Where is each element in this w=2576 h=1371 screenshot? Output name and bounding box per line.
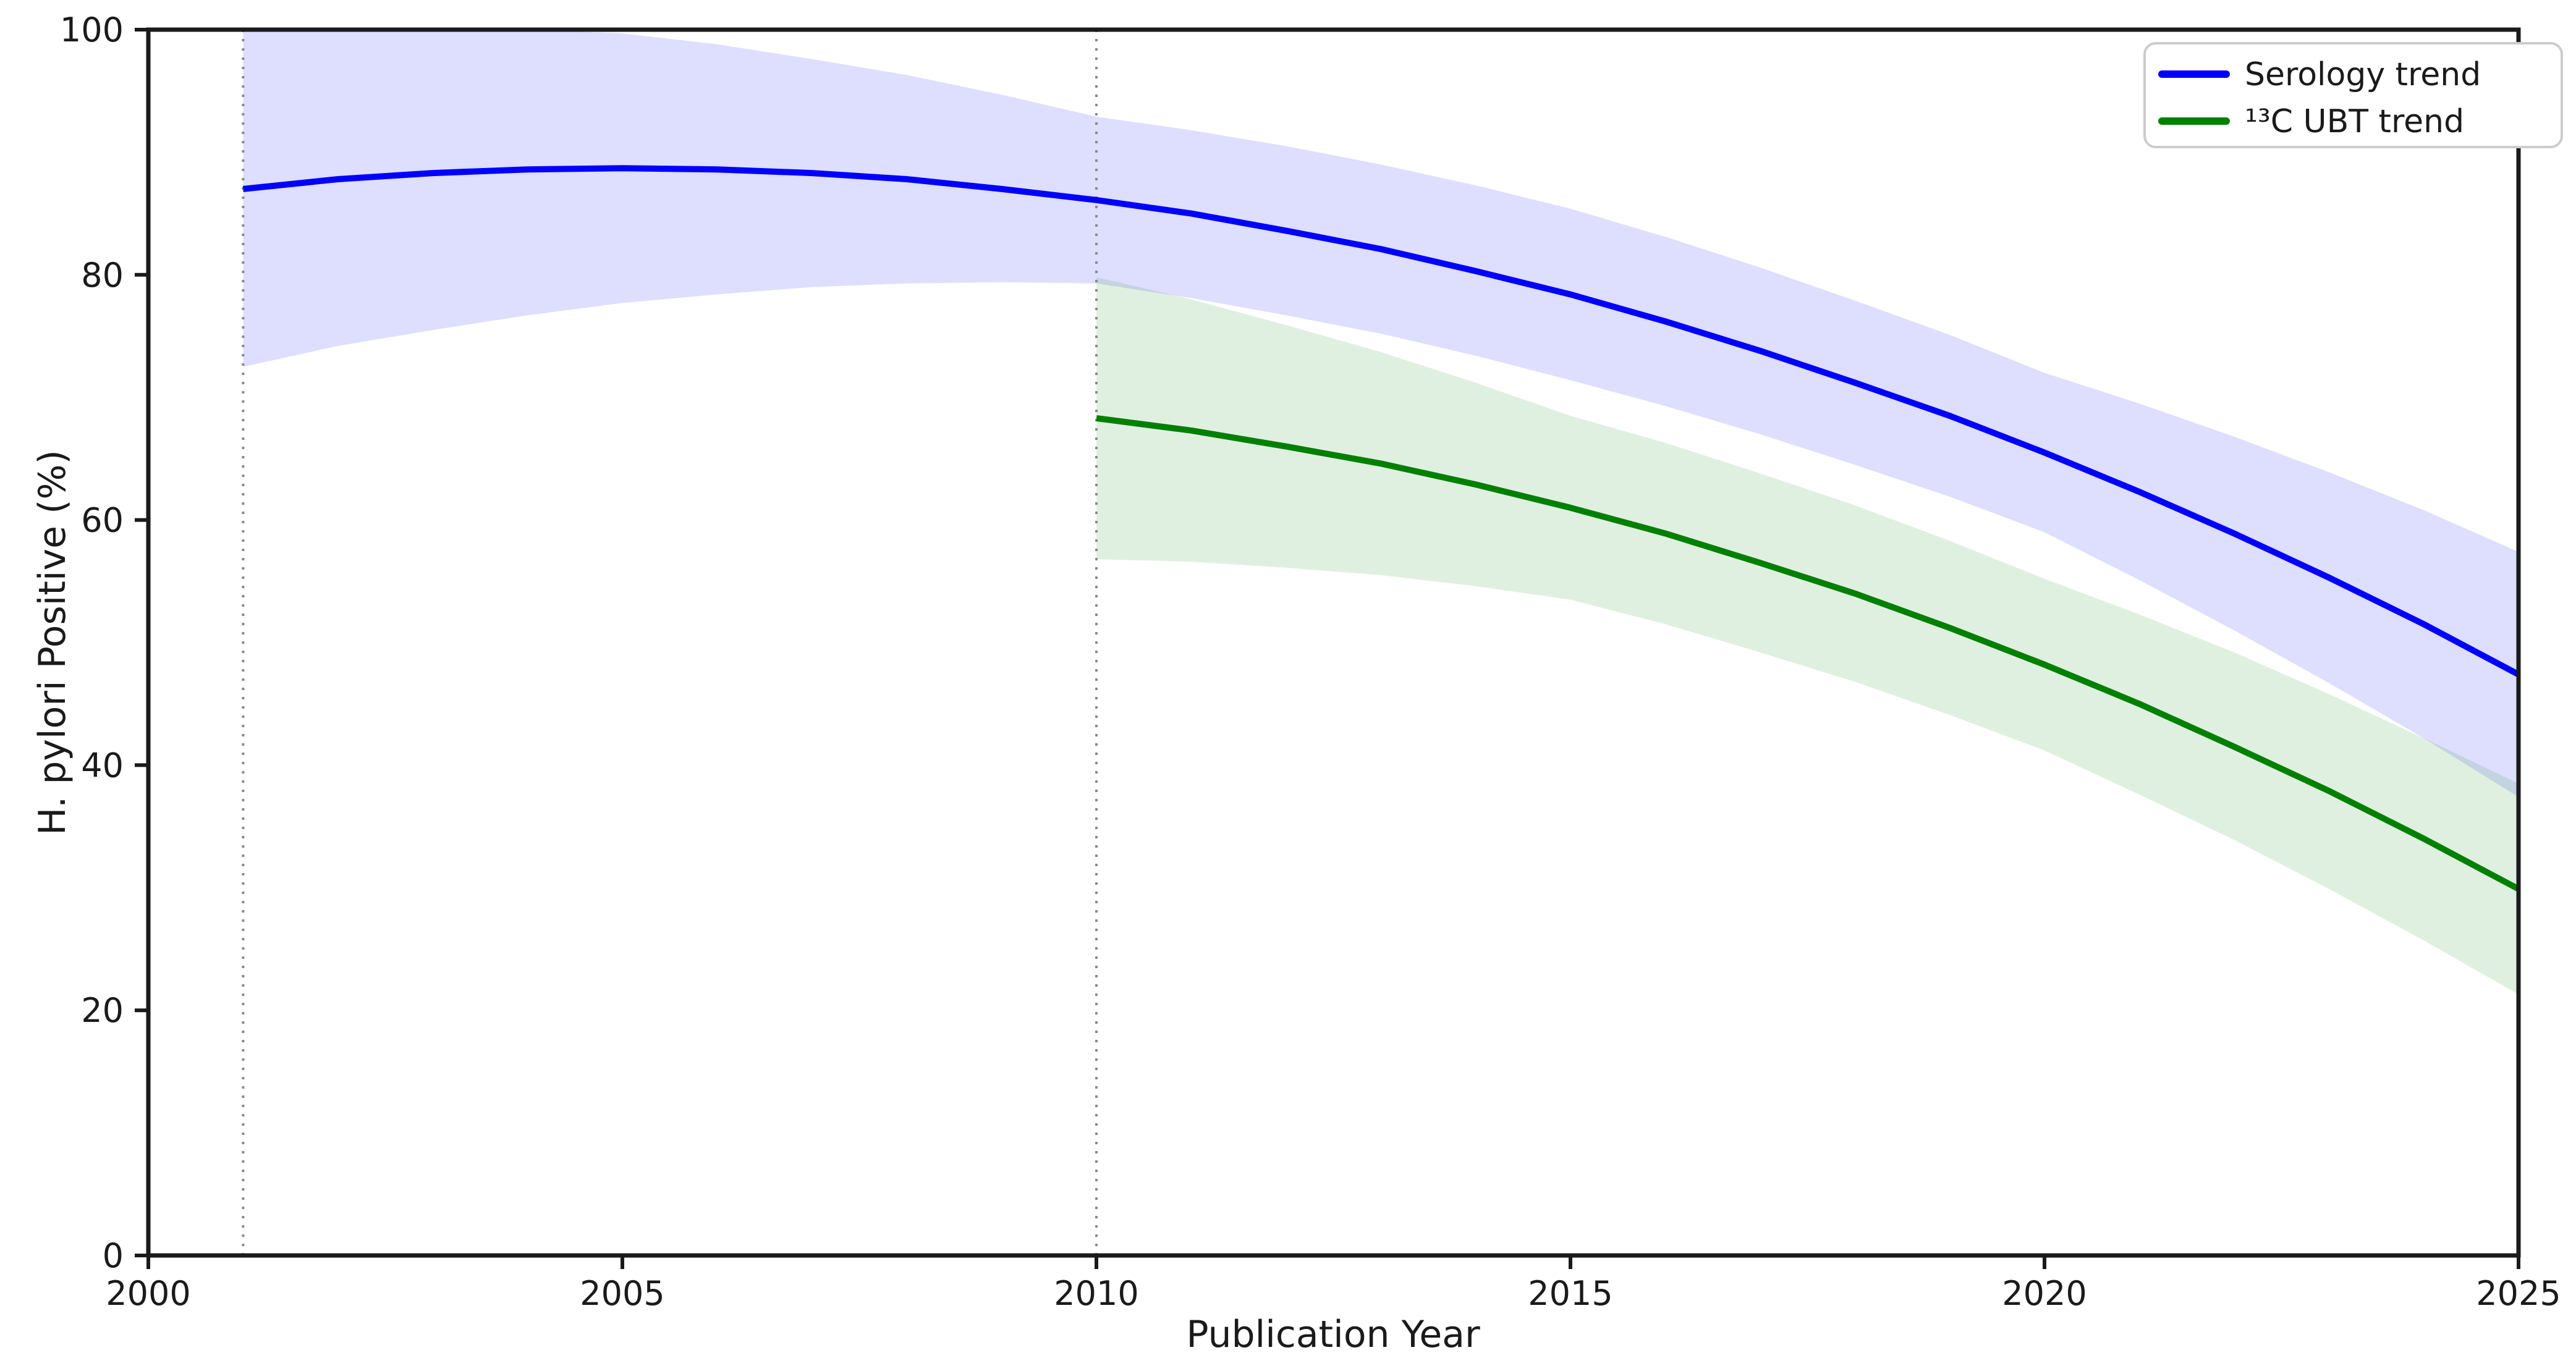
x-tick-label-2000: 2000	[106, 1274, 190, 1313]
y-tick-label-20: 20	[81, 991, 124, 1030]
x-axis-label: Publication Year	[1186, 1313, 1480, 1356]
legend-serology-label: Serology trend	[2245, 56, 2481, 93]
y-tick-label-60: 60	[81, 501, 124, 540]
legend: Serology trend ¹³C UBT trend	[2143, 42, 2563, 148]
y-tick-label-40: 40	[81, 746, 124, 785]
y-tick-label-0: 0	[103, 1236, 124, 1275]
plot-frame	[146, 27, 2521, 1258]
trend-line-1	[1096, 415, 2520, 892]
y-axis-label: H. pylori Positive (%)	[31, 450, 74, 835]
trend-line-0	[242, 165, 2520, 678]
legend-ubt-label: ¹³C UBT trend	[2245, 103, 2464, 140]
y-tick-label-80: 80	[81, 256, 124, 295]
x-tick-label-2015: 2015	[1528, 1274, 1612, 1313]
legend-frame	[2143, 42, 2563, 148]
y-tick-label-100: 100	[60, 11, 124, 49]
confidence-band-0	[243, 30, 2519, 797]
reference-vlines-layer	[242, 30, 1098, 1255]
x-tick-label-2025: 2025	[2476, 1274, 2561, 1313]
confidence-band-1	[1096, 277, 2519, 995]
trend-lines-layer	[242, 165, 2520, 892]
x-tick-label-2020: 2020	[2002, 1274, 2087, 1313]
confidence-bands-layer	[243, 30, 2519, 995]
x-tick-label-2010: 2010	[1054, 1274, 1138, 1313]
axes-ticks-layer: 2000 2005 2010 2015 2020 2025 0 20 40 60 80 100	[60, 11, 2561, 1313]
x-tick-label-2005: 2005	[580, 1274, 664, 1313]
